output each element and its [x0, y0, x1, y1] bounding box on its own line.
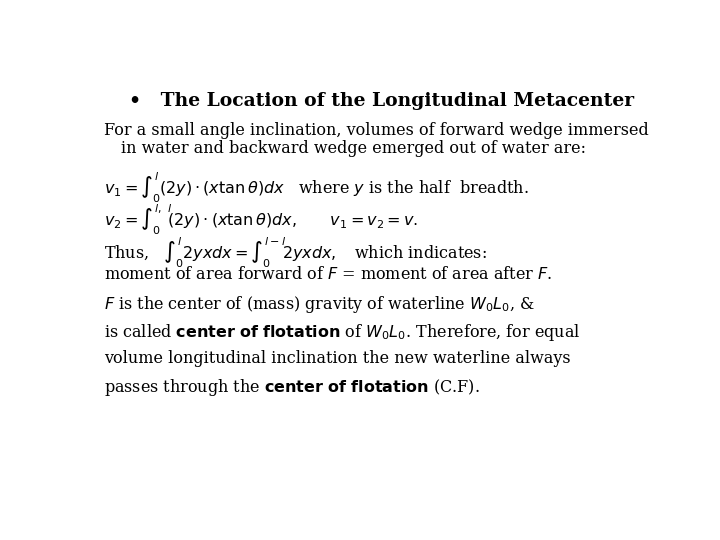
Text: moment of area forward of $F$ = moment of area after $F$.: moment of area forward of $F$ = moment o… [104, 266, 552, 284]
Text: Thus,   $\int_0^{l} 2yxdx = \int_0^{l-l}\!2yxdx,$   which indicates:: Thus, $\int_0^{l} 2yxdx = \int_0^{l-l}\!… [104, 235, 487, 269]
Text: For a small angle inclination, volumes of forward wedge immersed: For a small angle inclination, volumes o… [104, 122, 649, 139]
Text: is called $\mathbf{center\ of\ flotation}$ of $W_0L_0$. Therefore, for equal: is called $\mathbf{center\ of\ flotation… [104, 322, 580, 343]
Text: passes through the $\mathbf{center\ of\ flotation}$ (C.F).: passes through the $\mathbf{center\ of\ … [104, 377, 480, 399]
Text: $v_2 = \int_0^{l,\ l}\!(2y)\cdot(x\tan\theta)dx,$      $v_1 = v_2 = v.$: $v_2 = \int_0^{l,\ l}\!(2y)\cdot(x\tan\t… [104, 203, 418, 237]
Text: $v_1 = \int_0^l (2y)\cdot(x\tan\theta)dx$   where $y$ is the half  breadth.: $v_1 = \int_0^l (2y)\cdot(x\tan\theta)dx… [104, 171, 528, 205]
Text: •   The Location of the Longitudinal Metacenter: • The Location of the Longitudinal Metac… [129, 92, 634, 110]
Text: volume longitudinal inclination the new waterline always: volume longitudinal inclination the new … [104, 349, 570, 367]
Text: $F$ is the center of (mass) gravity of waterline $W_0L_0$, &: $F$ is the center of (mass) gravity of w… [104, 294, 535, 315]
Text: in water and backward wedge emerged out of water are:: in water and backward wedge emerged out … [121, 140, 585, 157]
